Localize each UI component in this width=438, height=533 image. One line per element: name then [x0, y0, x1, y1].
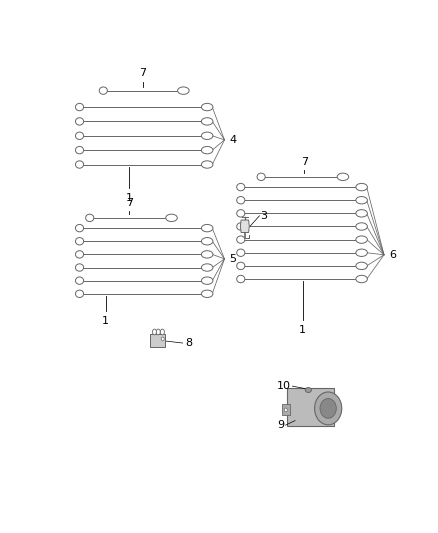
- Text: 8: 8: [185, 338, 193, 348]
- Ellipse shape: [75, 290, 84, 297]
- Ellipse shape: [201, 251, 213, 258]
- Ellipse shape: [237, 197, 245, 204]
- Text: 7: 7: [139, 68, 147, 78]
- Ellipse shape: [201, 277, 213, 284]
- Ellipse shape: [356, 262, 367, 270]
- Ellipse shape: [166, 214, 177, 222]
- Ellipse shape: [257, 173, 265, 181]
- Text: 10: 10: [277, 381, 291, 391]
- Ellipse shape: [99, 87, 107, 94]
- Ellipse shape: [337, 173, 349, 181]
- FancyBboxPatch shape: [150, 334, 166, 347]
- Text: 4: 4: [230, 135, 237, 145]
- Ellipse shape: [75, 264, 84, 271]
- Text: 9: 9: [277, 420, 284, 430]
- Text: 1: 1: [299, 325, 306, 335]
- Ellipse shape: [237, 249, 245, 256]
- Ellipse shape: [201, 264, 213, 271]
- Ellipse shape: [201, 118, 213, 125]
- Ellipse shape: [75, 224, 84, 232]
- Ellipse shape: [156, 329, 160, 335]
- Ellipse shape: [201, 290, 213, 297]
- Ellipse shape: [237, 276, 245, 282]
- Ellipse shape: [356, 223, 367, 230]
- Ellipse shape: [160, 329, 164, 335]
- Ellipse shape: [237, 223, 245, 230]
- Ellipse shape: [161, 337, 164, 341]
- Ellipse shape: [305, 387, 311, 392]
- FancyBboxPatch shape: [287, 387, 334, 426]
- Ellipse shape: [356, 236, 367, 243]
- Ellipse shape: [201, 147, 213, 154]
- Ellipse shape: [356, 276, 367, 282]
- FancyBboxPatch shape: [282, 404, 290, 415]
- Ellipse shape: [201, 238, 213, 245]
- Ellipse shape: [356, 209, 367, 217]
- Polygon shape: [240, 220, 249, 232]
- Ellipse shape: [201, 161, 213, 168]
- Text: 1: 1: [102, 317, 109, 326]
- Ellipse shape: [201, 224, 213, 232]
- Ellipse shape: [75, 118, 84, 125]
- Ellipse shape: [356, 197, 367, 204]
- Ellipse shape: [237, 262, 245, 270]
- Ellipse shape: [237, 183, 245, 191]
- Ellipse shape: [75, 132, 84, 140]
- Text: 5: 5: [230, 254, 237, 264]
- Ellipse shape: [75, 161, 84, 168]
- Text: 1: 1: [126, 193, 133, 203]
- Text: 3: 3: [260, 211, 267, 221]
- Ellipse shape: [237, 236, 245, 243]
- Ellipse shape: [178, 87, 189, 94]
- Ellipse shape: [75, 238, 84, 245]
- Ellipse shape: [75, 251, 84, 258]
- Ellipse shape: [75, 103, 84, 111]
- Ellipse shape: [75, 147, 84, 154]
- Ellipse shape: [75, 277, 84, 284]
- Ellipse shape: [201, 103, 213, 111]
- Text: 7: 7: [126, 198, 133, 207]
- Circle shape: [314, 392, 342, 425]
- Text: 6: 6: [389, 250, 396, 260]
- Ellipse shape: [356, 249, 367, 256]
- Ellipse shape: [356, 183, 367, 191]
- Ellipse shape: [284, 408, 287, 412]
- Ellipse shape: [237, 209, 245, 217]
- Ellipse shape: [201, 132, 213, 140]
- Ellipse shape: [152, 329, 156, 335]
- Ellipse shape: [86, 214, 94, 222]
- Text: 7: 7: [300, 157, 308, 166]
- Circle shape: [320, 399, 336, 418]
